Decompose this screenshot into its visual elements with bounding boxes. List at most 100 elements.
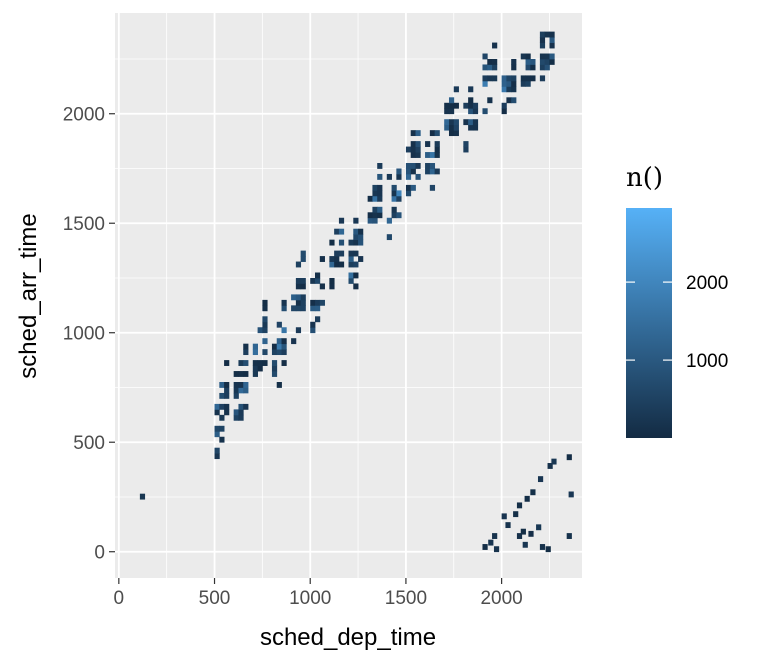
heatmap-tile <box>281 338 287 345</box>
heatmap-tile <box>319 256 325 262</box>
heatmap-tile <box>372 195 378 202</box>
heatmap-tile <box>493 546 500 553</box>
heatmap-tile <box>353 283 359 290</box>
heatmap-tile <box>539 53 546 60</box>
heatmap-tile <box>334 261 340 268</box>
heatmap-tile <box>405 168 412 175</box>
heatmap-tile <box>243 371 249 377</box>
heatmap-tile <box>377 163 383 169</box>
heatmap-tile <box>300 305 306 312</box>
x-tick-label: 2000 <box>480 588 522 609</box>
heatmap-tile <box>334 228 340 235</box>
heatmap-tile <box>549 37 555 43</box>
heatmap-tile <box>530 75 536 82</box>
heatmap-tile <box>429 130 436 137</box>
heatmap-tile <box>482 544 488 550</box>
heatmap-tile <box>377 212 383 219</box>
heatmap-tile <box>522 541 528 548</box>
y-axis: 0 500 1000 1500 2000 <box>63 105 115 564</box>
heatmap-tile <box>505 522 511 529</box>
heatmap-tile <box>262 327 268 334</box>
heatmap-tile <box>348 272 354 279</box>
heatmap-tile <box>429 163 436 169</box>
heatmap-tile <box>539 544 546 550</box>
heatmap-tile <box>243 360 249 366</box>
heatmap-tile <box>334 250 340 257</box>
heatmap-tile <box>453 119 459 126</box>
heatmap-tile <box>348 239 354 246</box>
heatmap-tile <box>276 338 282 345</box>
y-tick-label: 1500 <box>63 214 105 235</box>
heatmap-tile <box>295 283 302 290</box>
heatmap-tile <box>257 365 263 372</box>
heatmap-tile <box>295 327 302 334</box>
y-tick-label: 0 <box>94 543 105 564</box>
heatmap-tile <box>463 146 469 153</box>
heatmap-tile <box>539 37 546 43</box>
heatmap-tile <box>549 53 555 60</box>
x-tick-label: 1000 <box>289 588 331 609</box>
heatmap-tile <box>300 283 306 290</box>
heatmap-tile <box>444 108 450 115</box>
heatmap-tile <box>238 382 244 388</box>
heatmap-tile <box>539 58 546 65</box>
heatmap-tile <box>396 190 402 197</box>
heatmap-tile <box>492 42 498 49</box>
heatmap-tile <box>396 168 402 175</box>
heatmap-tile <box>566 454 572 461</box>
heatmap-tile <box>338 250 345 257</box>
heatmap-tile <box>300 277 306 284</box>
heatmap-tile <box>300 294 306 301</box>
heatmap-tile <box>425 141 431 147</box>
heatmap-tile <box>511 58 517 65</box>
heatmap-tile <box>219 382 225 388</box>
heatmap-tile <box>295 299 302 306</box>
heatmap-tile <box>525 80 531 87</box>
heatmap-tile <box>551 458 557 465</box>
heatmap-tile <box>252 349 258 356</box>
heatmap-tile <box>300 256 306 262</box>
heatmap-tile <box>549 58 555 65</box>
heatmap-tile <box>506 80 512 87</box>
heatmap-tile <box>262 299 268 306</box>
heatmap-tile <box>501 108 507 115</box>
heatmap-tile <box>271 349 278 356</box>
heatmap-tile <box>429 184 436 191</box>
heatmap-tile <box>511 80 517 87</box>
heatmap-tile <box>224 382 230 388</box>
heatmap-tile <box>434 146 440 153</box>
heatmap-tile <box>472 119 479 126</box>
heatmap-tile <box>530 64 536 71</box>
heatmap-tile <box>525 53 531 60</box>
heatmap-tile <box>391 190 397 197</box>
heatmap-tile <box>448 97 455 104</box>
legend-colorbar <box>626 208 672 438</box>
heatmap-tile <box>348 261 354 268</box>
heatmap-tile <box>513 511 519 518</box>
heatmap-tile <box>429 152 436 158</box>
x-tick-label: 0 <box>114 588 125 609</box>
heatmap-tile <box>530 58 536 65</box>
heatmap-tile <box>233 409 239 416</box>
heatmap-tile <box>377 173 383 180</box>
heatmap-tile <box>338 228 345 235</box>
heatmap-tile <box>281 305 287 312</box>
heatmap-tile <box>233 392 239 399</box>
heatmap-tile <box>396 173 402 180</box>
heatmap-tile <box>310 305 316 312</box>
heatmap-tile <box>372 217 378 224</box>
heatmap-tile <box>511 97 517 104</box>
heatmap-tile <box>525 64 531 71</box>
heatmap-tile <box>377 195 383 202</box>
heatmap-tile <box>472 102 479 109</box>
heatmap-tile <box>488 539 494 546</box>
heatmap-tile <box>468 119 474 126</box>
heatmap-tile <box>410 168 416 175</box>
heatmap-tile <box>539 31 546 38</box>
legend-title: n() <box>626 163 663 193</box>
heatmap-tile <box>238 414 244 421</box>
heatmap-tile <box>511 64 517 71</box>
heatmap-tile <box>566 533 572 539</box>
heatmap-tile <box>252 365 258 372</box>
